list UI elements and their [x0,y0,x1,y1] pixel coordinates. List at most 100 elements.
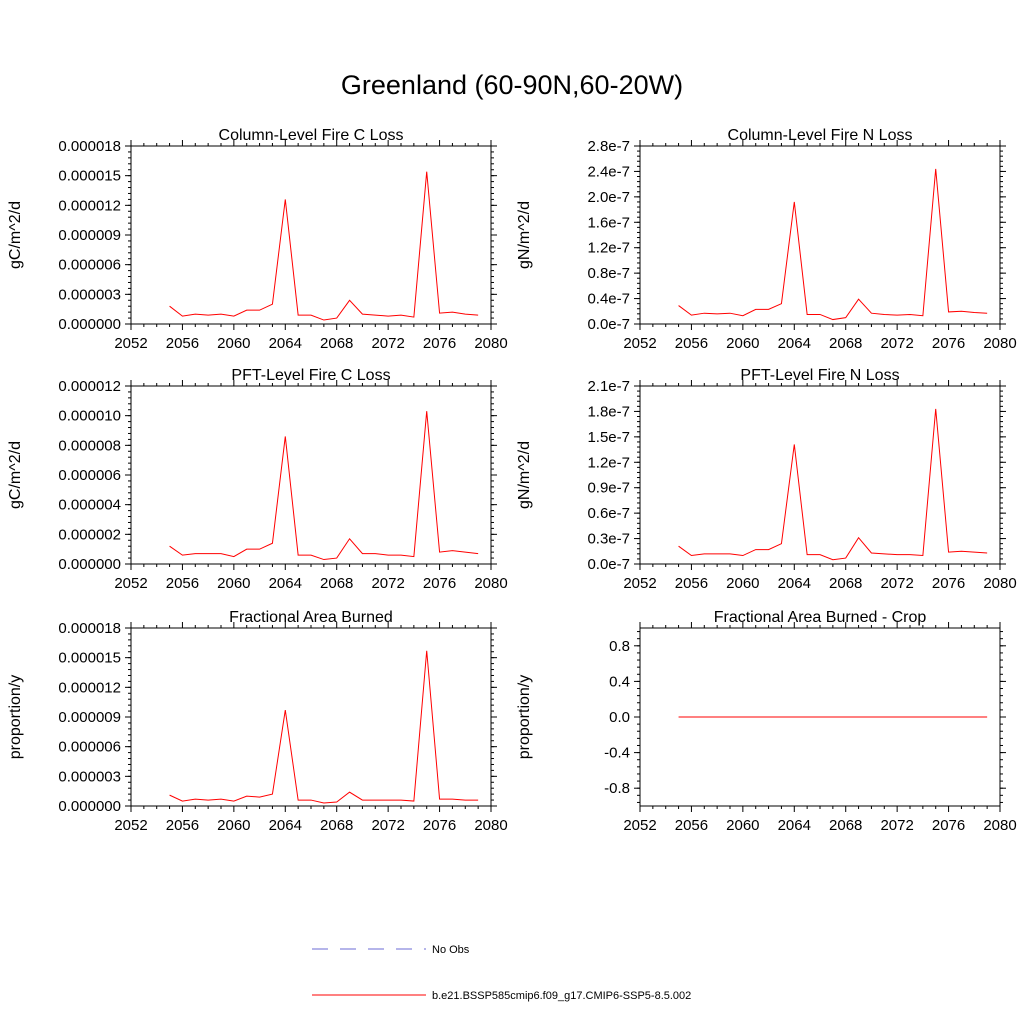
legend-label-model: b.e21.BSSP585cmip6.f09_g17.CMIP6-SSP5-8.… [432,990,691,1002]
panel-1: Column-Level Fire C Loss gC/m^2/d 2052 2056… [7,127,508,352]
y-tick-label: 0.000010 [58,408,121,425]
y-tick-label: 1.2e-7 [587,240,630,257]
legend-label-obs: No Obs [432,944,470,956]
x-tick-label: 2064 [778,335,811,352]
x-tick-label: 2076 [932,817,965,834]
plot-frame [639,385,1001,565]
y-tick-label: 1.6e-7 [587,214,630,231]
panel-6: Fractional Area Burned - Crop proportion/… [516,609,1017,834]
x-tick-label: 2080 [474,575,507,592]
y-tick-label: 2.0e-7 [587,189,630,206]
y-tick-label: 0.0e-7 [587,316,630,333]
panel-title: Fractional Area Burned [229,609,393,626]
x-tick-label: 2056 [166,335,199,352]
y-axis-label: gN/m^2/d [516,441,533,509]
panel-title: Fractional Area Burned - Crop [714,609,927,626]
series-line [169,411,479,561]
x-tick-label: 2068 [829,575,862,592]
y-tick-label: 0.000006 [58,257,121,274]
series-line [169,171,479,321]
x-tick-label: 2064 [778,575,811,592]
y-tick-label: 2.4e-7 [587,163,630,180]
y-tick-label: 0.000006 [58,739,121,756]
x-tick-label: 2060 [726,575,759,592]
x-tick-label: 2076 [423,817,456,834]
y-tick-label: 0.000000 [58,798,121,815]
plot-frame [639,145,1001,325]
series-line [678,168,988,321]
x-tick-label: 2072 [371,335,404,352]
x-tick-label: 2076 [423,575,456,592]
panel-title: PFT-Level Fire N Loss [740,367,899,384]
y-tick-label: 0.6e-7 [587,505,630,522]
x-tick-label: 2056 [166,817,199,834]
panel-5: Fractional Area Burned proportion/y 2052 20… [7,609,508,834]
x-tick-label: 2052 [114,575,147,592]
y-axis-label: gC/m^2/d [7,441,24,509]
x-tick-label: 2052 [623,817,656,834]
y-tick-label: 0.000012 [58,679,121,696]
x-tick-label: 2080 [983,575,1016,592]
panel-title: PFT-Level Fire C Loss [231,367,390,384]
y-tick-label: 0.000002 [58,526,121,543]
x-tick-label: 2080 [474,335,507,352]
y-tick-label: 2.8e-7 [587,138,630,155]
x-tick-label: 2056 [675,575,708,592]
y-tick-label: 0.000009 [58,227,121,244]
x-tick-label: 2056 [675,335,708,352]
x-tick-label: 2060 [726,335,759,352]
figure-title: Greenland (60-90N,60-20W) [340,70,684,100]
x-tick-label: 2080 [983,817,1016,834]
x-tick-label: 2076 [932,335,965,352]
y-axis-label: gN/m^2/d [516,201,533,269]
x-tick-label: 2072 [880,817,913,834]
y-axis-label: proportion/y [516,675,533,760]
x-tick-label: 2056 [675,817,708,834]
x-tick-label: 2068 [320,817,353,834]
series-line [678,408,988,561]
x-tick-label: 2052 [114,817,147,834]
y-tick-label: -0.4 [604,745,630,762]
y-tick-label: 0.0 [609,709,630,726]
y-tick-label: 1.5e-7 [587,429,630,446]
y-tick-label: 0.000006 [58,467,121,484]
y-tick-label: 0.9e-7 [587,480,630,497]
y-axis-label: gC/m^2/d [7,201,24,269]
x-tick-label: 2060 [217,817,250,834]
y-tick-label: 0.000015 [58,168,121,185]
y-tick-label: 0.000004 [58,497,121,514]
plot-frame [130,145,492,325]
x-tick-label: 2060 [217,575,250,592]
y-tick-label: 1.2e-7 [587,454,630,471]
x-tick-label: 2060 [217,335,250,352]
y-tick-label: 0.000003 [58,768,121,785]
y-tick-label: 0.8 [609,638,630,655]
x-tick-label: 2052 [114,335,147,352]
x-tick-label: 2076 [423,335,456,352]
x-tick-label: 2080 [983,335,1016,352]
y-tick-label: 0.000012 [58,378,121,395]
y-tick-label: 0.000008 [58,437,121,454]
x-tick-label: 2068 [320,575,353,592]
panel-2: Column-Level Fire N Loss gN/m^2/d 2052 2056… [516,127,1017,352]
panel-title: Column-Level Fire N Loss [728,127,913,144]
x-tick-label: 2072 [880,575,913,592]
x-tick-label: 2064 [269,575,302,592]
x-tick-label: 2064 [269,335,302,352]
x-tick-label: 2072 [371,575,404,592]
y-tick-label: -0.8 [604,780,630,797]
x-tick-label: 2060 [726,817,759,834]
y-tick-label: 0.000012 [58,197,121,214]
x-tick-label: 2072 [880,335,913,352]
series-line [169,650,479,804]
x-tick-label: 2072 [371,817,404,834]
y-tick-label: 0.000000 [58,316,121,333]
y-tick-label: 0.000018 [58,138,121,155]
x-tick-label: 2052 [623,575,656,592]
y-tick-label: 2.1e-7 [587,378,630,395]
x-tick-label: 2068 [829,817,862,834]
y-tick-label: 0.4e-7 [587,291,630,308]
x-tick-label: 2068 [320,335,353,352]
x-tick-label: 2064 [778,817,811,834]
